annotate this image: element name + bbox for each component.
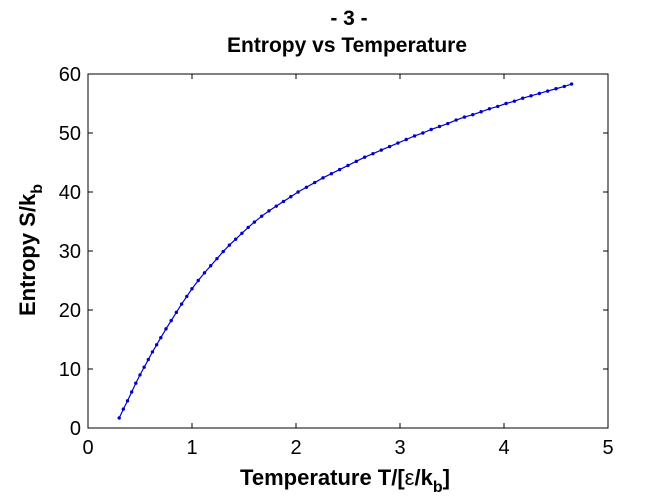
data-point xyxy=(281,199,286,204)
data-point xyxy=(252,220,257,224)
y-tick-label: 60 xyxy=(59,64,81,86)
data-point xyxy=(545,89,550,93)
data-point xyxy=(246,225,250,230)
data-point xyxy=(274,204,278,208)
data-point xyxy=(159,336,163,340)
y-tick-label: 30 xyxy=(59,241,81,263)
x-tick-label: 0 xyxy=(82,437,93,459)
data-point xyxy=(346,163,350,168)
data-point xyxy=(562,84,567,89)
data-point xyxy=(504,101,508,106)
data-point xyxy=(329,172,334,176)
data-point xyxy=(289,195,293,199)
data-point xyxy=(221,249,225,254)
data-point xyxy=(215,256,219,261)
data-point xyxy=(150,350,155,354)
data-point xyxy=(496,104,500,109)
data-point xyxy=(379,148,383,152)
data-point xyxy=(129,390,134,394)
axes-box xyxy=(87,73,609,429)
data-point xyxy=(227,243,232,247)
data-point xyxy=(421,131,425,135)
data-point xyxy=(429,127,433,132)
x-tick-label: 2 xyxy=(290,437,301,459)
data-point xyxy=(138,373,142,377)
y-tick-label: 0 xyxy=(70,418,81,440)
x-tick-label: 3 xyxy=(394,437,405,459)
x-axis-label: Temperature T/[ε/kb] xyxy=(240,465,450,496)
data-point xyxy=(190,287,194,291)
data-point xyxy=(487,107,492,111)
data-point xyxy=(404,137,408,142)
data-point xyxy=(196,278,200,283)
data-point xyxy=(313,180,317,185)
y-axis-ticks: 0 10 20 30 40 50 60 xyxy=(59,64,608,440)
data-point xyxy=(142,365,146,369)
data-point xyxy=(134,381,138,385)
series-layer xyxy=(117,82,574,420)
data-point xyxy=(117,416,121,420)
data-point xyxy=(154,343,159,347)
data-point xyxy=(362,155,367,159)
data-point xyxy=(529,94,533,98)
data-point xyxy=(321,176,325,180)
data-point xyxy=(387,144,392,149)
data-point xyxy=(202,271,207,275)
data-point xyxy=(462,115,467,119)
chart-title-line-2: Entropy vs Temperature xyxy=(227,34,467,57)
x-tick-label: 1 xyxy=(186,437,197,459)
data-point xyxy=(233,237,238,241)
data-point xyxy=(569,82,574,86)
data-point xyxy=(337,167,342,172)
data-point xyxy=(354,159,359,164)
data-point xyxy=(209,264,213,268)
data-point xyxy=(537,91,542,96)
y-tick-label: 40 xyxy=(59,182,81,204)
data-point xyxy=(179,302,184,306)
y-tick-label: 10 xyxy=(59,359,81,381)
data-point xyxy=(437,124,442,129)
data-point xyxy=(471,113,475,117)
data-point xyxy=(174,310,179,315)
data-point xyxy=(512,99,517,103)
data-point xyxy=(446,121,450,126)
data-point xyxy=(185,294,189,299)
x-axis-ticks: 0 1 2 3 4 5 xyxy=(82,74,614,459)
data-point xyxy=(304,185,309,189)
data-point xyxy=(479,110,483,114)
data-point xyxy=(454,118,458,122)
data-point xyxy=(267,209,271,213)
y-tick-label: 20 xyxy=(59,300,81,322)
data-point xyxy=(169,318,173,323)
data-point xyxy=(164,327,168,331)
data-point xyxy=(240,231,244,235)
data-point xyxy=(259,214,264,218)
data-point xyxy=(296,190,300,194)
data-point xyxy=(125,399,130,403)
plot-area: 0 1 2 3 4 5 0 10 20 30 40 50 60 xyxy=(59,64,614,459)
y-tick-label: 50 xyxy=(59,123,81,145)
x-tick-label: 5 xyxy=(602,437,613,459)
data-point xyxy=(412,134,417,138)
data-point xyxy=(396,141,400,145)
data-point xyxy=(554,87,558,91)
x-tick-label: 4 xyxy=(498,437,509,459)
chart-title-line-1: - 3 - xyxy=(330,7,367,30)
data-point xyxy=(371,151,375,156)
data-point xyxy=(521,96,525,100)
data-point xyxy=(146,357,151,362)
data-point xyxy=(121,407,126,411)
y-axis-label: Entropy S/kb xyxy=(15,184,46,316)
